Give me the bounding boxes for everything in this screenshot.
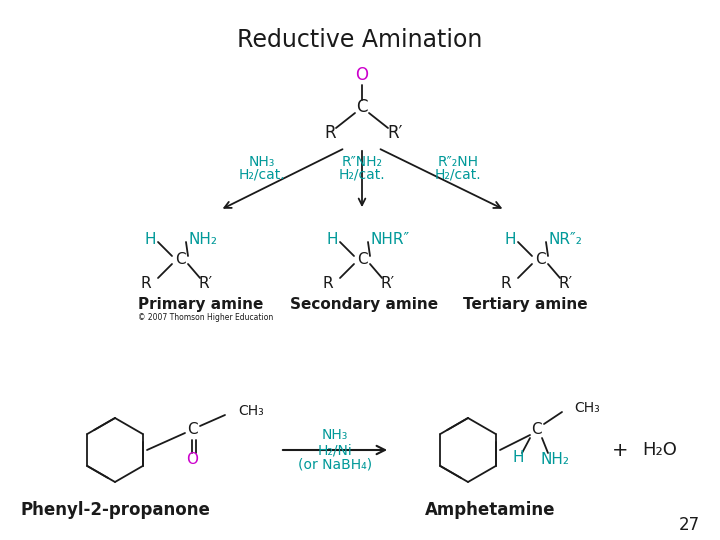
Text: R′: R′	[559, 276, 573, 292]
Text: NH₂: NH₂	[188, 233, 217, 247]
Text: R: R	[500, 276, 511, 292]
Text: R′: R′	[381, 276, 395, 292]
Text: H: H	[144, 233, 156, 247]
Text: Tertiary amine: Tertiary amine	[463, 298, 588, 313]
Text: H₂/cat.: H₂/cat.	[239, 168, 285, 182]
Text: NH₂: NH₂	[541, 453, 570, 468]
Text: H₂/cat.: H₂/cat.	[435, 168, 481, 182]
Text: C: C	[186, 422, 197, 437]
Text: Primary amine: Primary amine	[138, 298, 264, 313]
Text: 27: 27	[679, 516, 700, 534]
Text: H₂/Ni: H₂/Ni	[318, 443, 352, 457]
Text: R″NH₂: R″NH₂	[341, 155, 382, 169]
Text: CH₃: CH₃	[574, 401, 600, 415]
Text: NHR″: NHR″	[370, 233, 409, 247]
Text: C: C	[356, 98, 368, 116]
Text: C: C	[356, 253, 367, 267]
Text: CH₃: CH₃	[238, 404, 264, 418]
Text: Reductive Amination: Reductive Amination	[238, 28, 482, 52]
Text: H: H	[326, 233, 338, 247]
Text: Secondary amine: Secondary amine	[290, 298, 438, 313]
Text: R: R	[140, 276, 151, 292]
Text: O: O	[186, 453, 198, 468]
Text: R″₂NH: R″₂NH	[438, 155, 479, 169]
Text: (or NaBH₄): (or NaBH₄)	[298, 458, 372, 472]
Text: C: C	[175, 253, 185, 267]
Text: Amphetamine: Amphetamine	[425, 501, 555, 519]
Text: R: R	[323, 276, 333, 292]
Text: R′: R′	[199, 276, 213, 292]
Text: H: H	[512, 450, 523, 465]
Text: H₂/cat.: H₂/cat.	[338, 168, 385, 182]
Text: C: C	[531, 422, 541, 437]
Text: H₂O: H₂O	[642, 441, 678, 459]
Text: O: O	[356, 66, 369, 84]
Text: NH₃: NH₃	[249, 155, 275, 169]
Text: C: C	[535, 253, 545, 267]
Text: H: H	[504, 233, 516, 247]
Text: R′: R′	[387, 124, 402, 142]
Text: NH₃: NH₃	[322, 428, 348, 442]
Text: +: +	[612, 441, 629, 460]
Text: Phenyl-2-propanone: Phenyl-2-propanone	[20, 501, 210, 519]
Text: NR″₂: NR″₂	[548, 233, 582, 247]
Text: R: R	[324, 124, 336, 142]
Text: © 2007 Thomson Higher Education: © 2007 Thomson Higher Education	[138, 314, 274, 322]
